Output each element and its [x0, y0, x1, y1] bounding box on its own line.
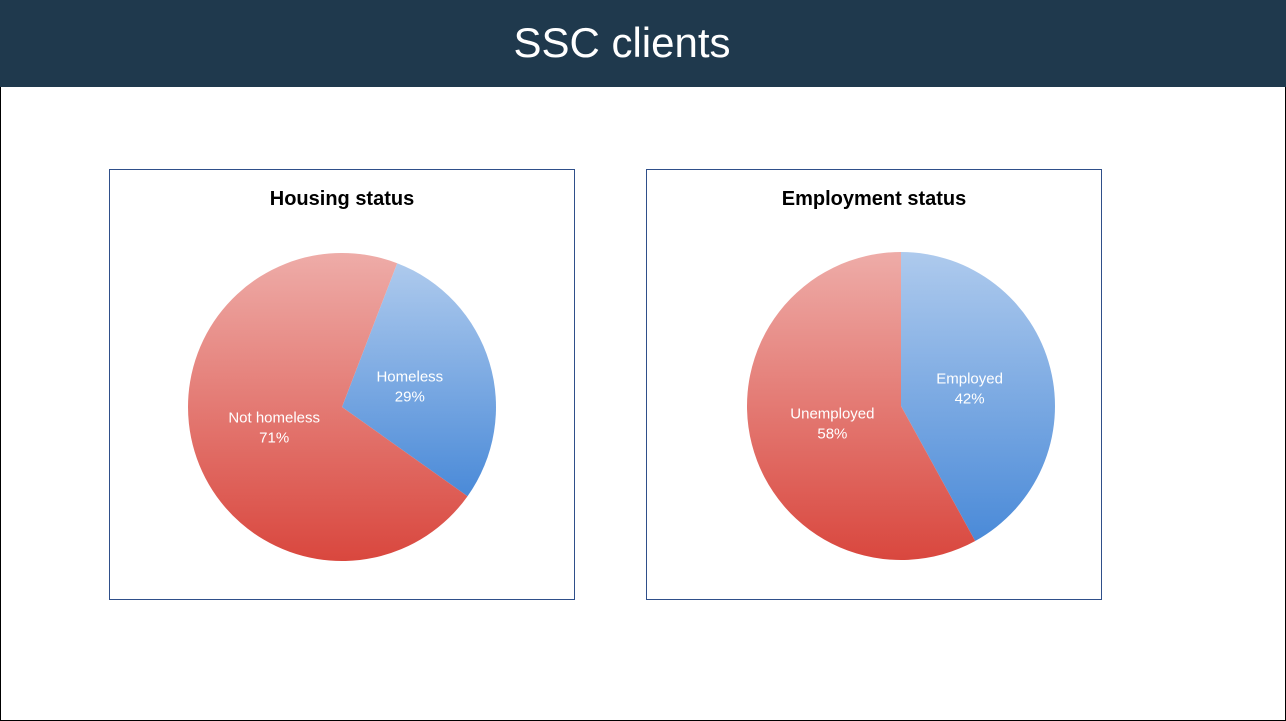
slice-value-label: 71%: [259, 429, 289, 446]
pie-slice: [747, 252, 976, 560]
slice-category-label: Not homeless: [228, 409, 320, 426]
header-band: [0, 0, 1286, 87]
slice-value-label: 29%: [395, 388, 425, 405]
chart-title: Housing status: [270, 188, 414, 210]
slide-title: SSC clients: [513, 19, 730, 66]
slice-category-label: Employed: [936, 370, 1003, 387]
pie-slice: [901, 252, 1055, 541]
slice-category-label: Homeless: [376, 368, 443, 385]
slice-category-label: Unemployed: [790, 406, 874, 423]
slice-value-label: 58%: [817, 426, 847, 443]
pie-slice: [342, 263, 496, 497]
pie-slice: [187, 253, 468, 562]
slice-value-label: 42%: [955, 390, 985, 407]
chart-title: Employment status: [782, 188, 966, 210]
